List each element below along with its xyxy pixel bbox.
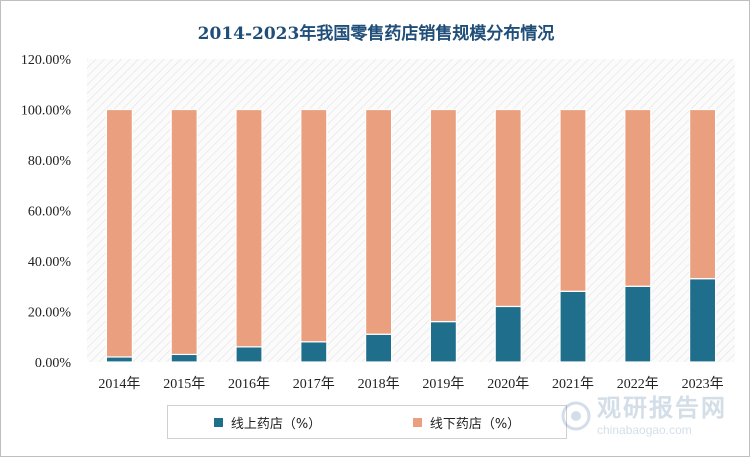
x-axis: 2014年 2015年 2016年 2017年 2018年 2019年 2020年 2021年… — [98, 376, 723, 392]
legend: 线上药店（%） 线下药店（%） — [167, 405, 567, 439]
y-tick-label: 20.00% — [28, 306, 72, 321]
bar-offline — [624, 108, 652, 287]
bars — [105, 108, 717, 363]
x-tick-label: 2017年 — [293, 376, 335, 392]
legend-item-offline: 线下药店（%） — [412, 413, 521, 432]
bar-offline — [235, 108, 263, 348]
x-tick-label: 2020年 — [487, 376, 529, 392]
y-tick-label: 60.00% — [28, 205, 72, 220]
y-axis: 0.00% 20.00% 40.00% 60.00% 80.00% 100.00% 120.… — [21, 53, 72, 371]
bar-online — [170, 353, 198, 363]
bar-offline — [494, 108, 522, 308]
legend-label-offline: 线下药店（%） — [429, 416, 521, 432]
x-tick-label: 2018年 — [358, 376, 400, 392]
bar-online — [429, 321, 457, 363]
x-tick-label: 2022年 — [617, 376, 659, 392]
bar-online — [235, 346, 263, 363]
y-tick-label: 120.00% — [21, 53, 72, 68]
legend-label-online: 线上药店（%） — [230, 416, 322, 432]
y-tick-label: 0.00% — [35, 356, 72, 371]
x-tick-label: 2023年 — [682, 376, 724, 392]
y-tick-label: 80.00% — [28, 154, 72, 169]
y-tick-label: 100.00% — [21, 104, 72, 119]
chart-title: 2014-2023年我国零售药店销售规模分布情况 — [197, 24, 555, 44]
bar-offline — [429, 108, 457, 323]
legend-swatch-offline — [412, 417, 422, 427]
bar-offline — [105, 108, 134, 358]
x-tick-label: 2014年 — [98, 376, 140, 392]
bar-online — [300, 341, 328, 363]
x-tick-label: 2021年 — [552, 376, 594, 392]
bar-offline — [170, 108, 198, 356]
x-tick-label: 2016年 — [228, 376, 270, 392]
bar-online — [624, 285, 652, 363]
legend-swatch-online — [213, 417, 223, 427]
y-tick-label: 40.00% — [28, 255, 72, 270]
bar-online — [105, 356, 134, 363]
x-tick-label: 2015年 — [163, 376, 205, 392]
legend-item-online: 线上药店（%） — [213, 413, 322, 432]
bar-offline — [365, 108, 393, 335]
bar-online — [494, 305, 522, 363]
bar-offline — [300, 108, 328, 343]
bar-online — [559, 290, 587, 363]
x-tick-label: 2019年 — [422, 376, 464, 392]
bar-offline — [559, 108, 587, 292]
bar-online — [688, 278, 717, 363]
bar-offline — [688, 108, 717, 280]
bar-online — [365, 333, 393, 363]
